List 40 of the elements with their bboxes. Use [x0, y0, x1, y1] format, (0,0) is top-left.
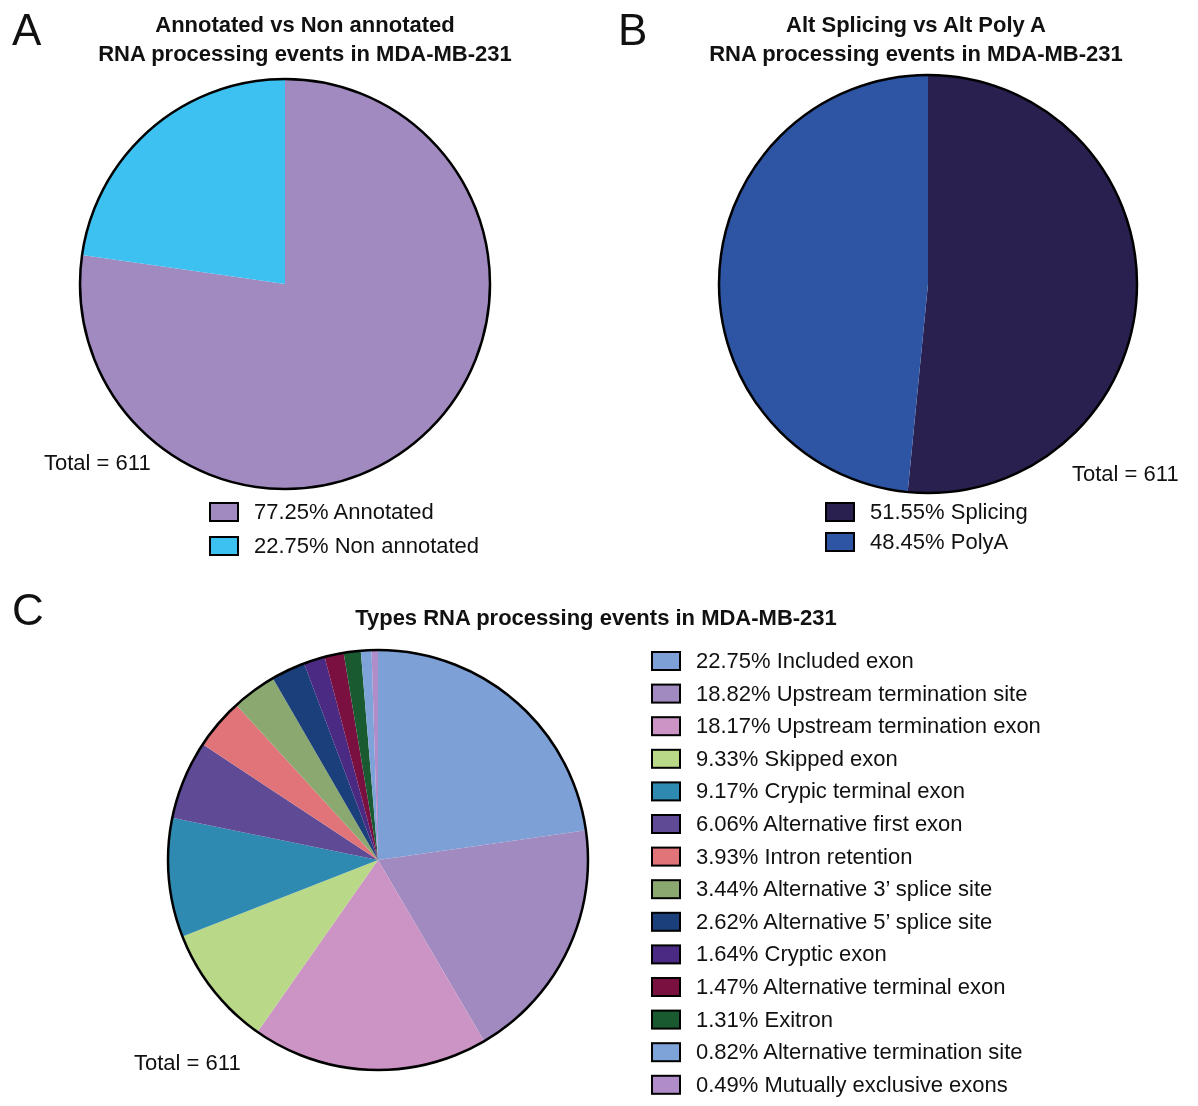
pie-slice [907, 75, 1137, 493]
pie-slice [304, 656, 378, 860]
text: C [12, 585, 44, 634]
legend-label: 48.45% PolyA [870, 529, 1009, 554]
legend-label: 0.49% Mutually exclusive exons [696, 1071, 1008, 1097]
legend-label: 6.06% Alternative first exon [696, 811, 963, 836]
legend-label: 22.75% Included exon [696, 648, 914, 673]
legend-label: 2.62% Alternative 5’ splice site [696, 908, 993, 934]
legend-label: 18.17% Upstream termination exon [696, 713, 1041, 739]
pie-slice [719, 75, 928, 493]
pie-slice [378, 830, 588, 1042]
legend-label: 1.64% Cryptic exon [696, 941, 887, 967]
pie-slice [272, 663, 378, 860]
chart-title: Types RNA processing events in MDA-MB-231 [355, 605, 837, 630]
text: Total = 611 [134, 1050, 241, 1075]
legend-label: 1.47% Alternative terminal exon [696, 974, 1006, 999]
text: Total = 611 [1072, 461, 1179, 486]
legend-label: 0.82% Alternative termination site [696, 1039, 1023, 1065]
legend-label: 1.31% Exitron [696, 1006, 833, 1032]
legend-label: 18.82% Upstream termination site [696, 680, 1028, 706]
text: B [618, 5, 648, 54]
legend-label: 51.55% Splicing [870, 499, 1028, 524]
legend-label: 9.17% Crypic terminal exon [696, 778, 966, 804]
pie-slice [202, 705, 378, 860]
text: A [12, 5, 42, 54]
legend-label: 22.75% Non annotated [254, 533, 480, 558]
legend-label: 77.25% Annotated [254, 499, 434, 524]
pie-slice [257, 860, 485, 1070]
chart-title: Annotated vs Non annotated RNA processing events in MDA-MB-231 [98, 12, 512, 66]
legend-label: 3.93% Intron retention [696, 843, 913, 869]
pie-slice [236, 678, 378, 860]
pie-slice [343, 650, 378, 860]
pie-slice [168, 817, 378, 937]
pie-slice [324, 652, 378, 860]
pie-slice [182, 860, 378, 1032]
legend-label: 3.44% Alternative 3’ splice site [696, 876, 993, 902]
text: Total = 611 [44, 450, 151, 475]
chart-title: Alt Splicing vs Alt Poly A RNA processing events in MDA-MB-231 [709, 12, 1123, 66]
pie-slice [172, 744, 378, 860]
legend-label: 9.33% Skipped exon [696, 745, 898, 771]
